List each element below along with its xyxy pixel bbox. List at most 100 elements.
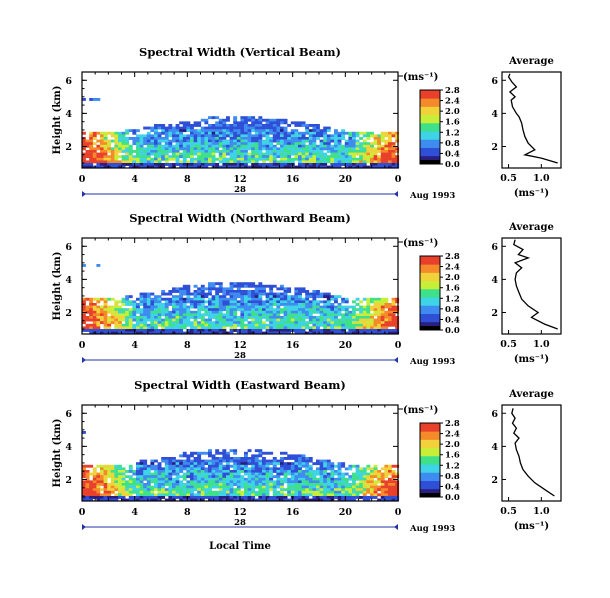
heatmap-cell: [388, 150, 392, 153]
heatmap-cell: [359, 144, 364, 148]
heatmap-cell: [168, 297, 173, 301]
heatmap-cell: [326, 475, 331, 479]
heatmap-cell: [229, 490, 234, 494]
heatmap-cell: [258, 155, 263, 159]
heatmap-cell: [136, 477, 140, 481]
heatmap-cell: [211, 155, 216, 159]
heatmap-cell: [265, 467, 270, 471]
heatmap-cell: [384, 152, 389, 156]
heatmap-cell: [110, 310, 115, 314]
heatmap-cell: [391, 308, 396, 312]
heatmap-cell: [125, 470, 130, 473]
heatmap-cell: [355, 152, 360, 156]
heatmap-cell: [215, 126, 220, 130]
heatmap-cell: [272, 144, 277, 148]
heatmap-cell: [161, 292, 166, 296]
heatmap-cell: [204, 165, 209, 169]
heatmap-cell: [280, 139, 284, 143]
heatmap-cell: [265, 126, 270, 130]
heatmap-cell: [280, 308, 284, 312]
heatmap-cell: [229, 295, 234, 299]
heatmap-cell: [395, 318, 400, 322]
heatmap-cell: [337, 310, 342, 314]
panel-title: Spectral Width (Eastward Beam): [134, 378, 346, 392]
heatmap-cell: [269, 284, 274, 288]
heatmap-cell: [305, 488, 310, 492]
heatmap-cell: [276, 477, 281, 481]
heatmap-cell: [125, 326, 130, 330]
heatmap-cell: [373, 305, 378, 309]
heatmap-cell: [276, 124, 281, 127]
heatmap-cell: [366, 160, 371, 164]
heatmap-cell: [143, 165, 148, 169]
heatmap-cell: [128, 467, 133, 471]
heatmap-cell: [355, 144, 360, 148]
heatmap-cell: [272, 462, 277, 466]
heatmap-cell: [312, 498, 317, 502]
heatmap-cell: [175, 475, 180, 479]
heatmap-cell: [388, 493, 392, 497]
heatmap-cell: [326, 303, 331, 306]
heatmap-cell: [388, 147, 392, 151]
heatmap-cell: [193, 292, 198, 296]
heatmap-cell: [362, 496, 367, 499]
heatmap-cell: [312, 475, 317, 479]
heatmap-cell: [236, 282, 241, 286]
day-label: 28: [234, 518, 246, 528]
heatmap-cell: [143, 323, 148, 327]
heatmap-cell: [395, 496, 400, 499]
heatmap-cell: [82, 142, 86, 146]
heatmap-cell: [254, 163, 259, 166]
heatmap-cell: [316, 134, 320, 138]
heatmap-cell: [247, 300, 252, 304]
heatmap-cell: [222, 493, 227, 497]
heatmap-cell: [107, 160, 112, 164]
heatmap-cell: [204, 308, 209, 312]
heatmap-cell: [226, 483, 230, 486]
heatmap-cell: [366, 316, 371, 319]
heatmap-cell: [395, 131, 400, 135]
heatmap-cell: [190, 451, 194, 455]
heatmap-cell: [82, 313, 86, 317]
heatmap-cell: [287, 493, 292, 497]
heatmap-cell: [280, 126, 284, 130]
heatmap-cell: [269, 126, 274, 130]
heatmap-cell: [301, 331, 306, 335]
heatmap-cell: [193, 451, 198, 455]
heatmap-cell: [254, 121, 259, 125]
heatmap-cell: [319, 323, 324, 327]
heatmap-cell: [377, 144, 382, 148]
heatmap-cell: [121, 160, 126, 164]
heatmap-cell: [128, 310, 133, 314]
heatmap-cell: [272, 459, 277, 463]
heatmap-cell: [272, 470, 277, 473]
heatmap-cell: [269, 295, 274, 299]
heatmap-cell: [240, 462, 245, 466]
colorbar-swatch: [420, 106, 440, 116]
heatmap-cell: [265, 124, 270, 127]
heatmap-cell: [218, 157, 223, 161]
heatmap-cell: [312, 157, 317, 161]
heatmap-cell: [276, 493, 281, 497]
heatmap-cell: [265, 490, 270, 494]
heatmap-cell: [175, 485, 180, 489]
heatmap-cell: [136, 493, 140, 497]
heatmap-cell: [200, 459, 205, 463]
heatmap-cell: [92, 157, 97, 161]
heatmap-cell: [85, 483, 90, 486]
heatmap-cell: [226, 331, 230, 335]
heatmap-cell: [85, 310, 90, 314]
heatmap-cell: [146, 297, 151, 301]
heatmap-cell: [362, 131, 367, 135]
heatmap-cell: [247, 459, 252, 463]
heatmap-cell: [319, 490, 324, 494]
heatmap-cell: [330, 147, 335, 151]
heatmap-cell: [251, 116, 256, 120]
heatmap-cell: [298, 331, 302, 335]
heatmap-cell: [326, 155, 331, 159]
heatmap-cell: [240, 116, 245, 120]
heatmap-cell: [96, 498, 101, 502]
heatmap-cell: [287, 316, 292, 319]
heatmap-cell: [226, 150, 230, 153]
heatmap-cell: [272, 297, 277, 301]
